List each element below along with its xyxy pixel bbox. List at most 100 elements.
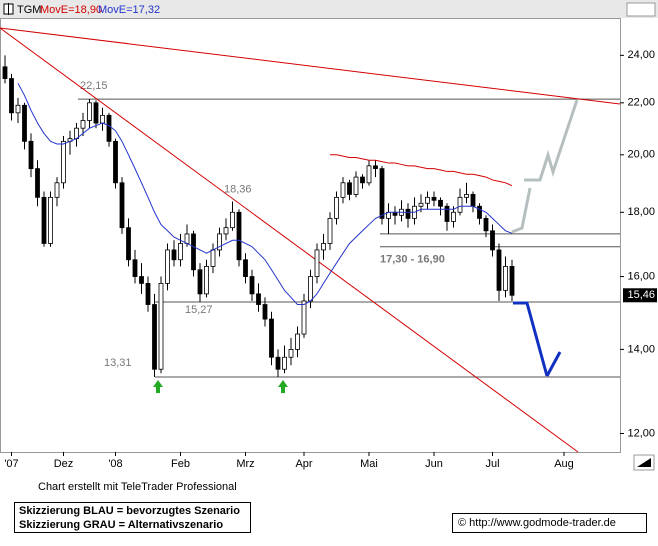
scenario-blue-head xyxy=(545,351,562,377)
x-tick-label: Jul xyxy=(485,458,499,470)
candle-body xyxy=(464,194,469,198)
candle-body xyxy=(106,114,112,142)
note: Skizzierung GRAU = Alternativszenario xyxy=(19,519,223,531)
candle-body xyxy=(178,243,183,261)
candle-body xyxy=(275,356,281,370)
candle-body xyxy=(483,217,489,232)
credit: Chart erstellt mit TeleTrader Profession… xyxy=(38,481,237,493)
x-tick-label: Dez xyxy=(54,458,74,470)
signal-arrow xyxy=(278,380,288,393)
candle-body xyxy=(54,182,60,198)
candle-body xyxy=(2,66,8,79)
copyright: © http://www.godmode-trader.de xyxy=(458,517,616,529)
candle-body xyxy=(217,233,222,251)
candle-body xyxy=(243,259,248,277)
candle-body xyxy=(48,196,53,244)
y-tick-label: 22,00 xyxy=(627,97,655,109)
candle-body xyxy=(113,140,118,184)
candle-body xyxy=(496,249,502,291)
candle-body xyxy=(119,182,125,229)
candle-body xyxy=(366,165,372,184)
candle-body xyxy=(425,196,430,204)
candle-body xyxy=(256,293,261,305)
candle-body xyxy=(262,304,268,320)
last-price-label: 15,46 xyxy=(627,289,655,301)
levels: 22,15 18,36 15,27 13,31 17,30 - 16,90 xyxy=(78,80,620,378)
marks xyxy=(2,55,515,377)
toolbar-button[interactable] xyxy=(626,2,656,17)
x-tick-label: Apr xyxy=(295,458,312,470)
candle-body xyxy=(93,102,99,124)
candle-body xyxy=(269,318,274,358)
candle-body xyxy=(295,333,300,350)
candle-body xyxy=(334,196,339,219)
candle-body xyxy=(152,304,157,370)
candle-body xyxy=(301,300,307,335)
candle-body xyxy=(204,266,209,295)
candle-body xyxy=(15,104,21,114)
candle-body xyxy=(503,266,508,291)
candle-body xyxy=(145,283,151,305)
candle-body xyxy=(477,205,482,219)
level-label: 15,27 xyxy=(185,304,213,316)
candle-body xyxy=(41,196,47,244)
candle-body xyxy=(438,199,443,207)
candle-body xyxy=(223,227,229,235)
candle-body xyxy=(249,276,255,295)
legend-entry: MovE=18,90 xyxy=(40,4,102,16)
x-tick-label: Mrz xyxy=(236,458,254,470)
candle-body xyxy=(9,78,14,114)
scenario-gray xyxy=(511,187,532,234)
last-price-box xyxy=(623,288,657,303)
y-tick-label: 24,00 xyxy=(627,49,655,61)
candle-body xyxy=(379,168,385,219)
candle-body xyxy=(22,104,27,142)
level-label: 18,36 xyxy=(224,183,252,195)
zoom-icon xyxy=(637,458,651,467)
candle-body xyxy=(509,266,515,296)
candle-body xyxy=(197,269,203,295)
candle-body xyxy=(191,233,196,271)
candle-body xyxy=(353,176,359,195)
candle-body xyxy=(340,182,346,198)
note-box xyxy=(14,502,251,533)
range-label: 17,30 - 16,90 xyxy=(380,254,445,266)
y-tick-label: 16,00 xyxy=(627,270,655,282)
candle-body xyxy=(165,249,170,284)
candle-body xyxy=(282,356,287,370)
candle-body xyxy=(236,211,242,261)
x-tick-label: Feb xyxy=(171,458,190,470)
y-tick-label: 18,00 xyxy=(627,206,655,218)
scenario-gray xyxy=(524,99,579,182)
legend-entry: TGM xyxy=(17,4,41,16)
candle-body xyxy=(126,227,131,261)
candle-body xyxy=(158,283,164,370)
y-tick-label: 20,00 xyxy=(627,149,655,161)
x-tick-label: Jun xyxy=(425,458,443,470)
candle-body xyxy=(35,168,40,198)
candle-body xyxy=(171,249,177,261)
candle-body xyxy=(230,211,235,229)
candle-body xyxy=(470,194,476,207)
plot-frame xyxy=(0,18,621,453)
scenario-blue xyxy=(513,301,549,377)
candle-body xyxy=(347,182,352,195)
x-tick-label: Aug xyxy=(554,458,574,470)
copyright-box xyxy=(452,513,647,533)
candle-body xyxy=(28,140,34,170)
moving-average xyxy=(330,154,513,187)
candle-body xyxy=(87,102,92,121)
x-tick-label: '08 xyxy=(108,458,122,470)
candle-body xyxy=(457,196,463,213)
candle-body xyxy=(314,249,320,277)
candle-body xyxy=(184,233,190,244)
candle-body xyxy=(444,205,450,222)
candle-body xyxy=(288,349,294,358)
candle-body xyxy=(210,249,216,267)
candle-body xyxy=(80,120,86,129)
candle-body xyxy=(360,176,365,184)
candle-body xyxy=(100,114,105,124)
candle-body xyxy=(373,165,378,170)
candle-body xyxy=(132,259,138,277)
level-label: 22,15 xyxy=(80,80,108,92)
